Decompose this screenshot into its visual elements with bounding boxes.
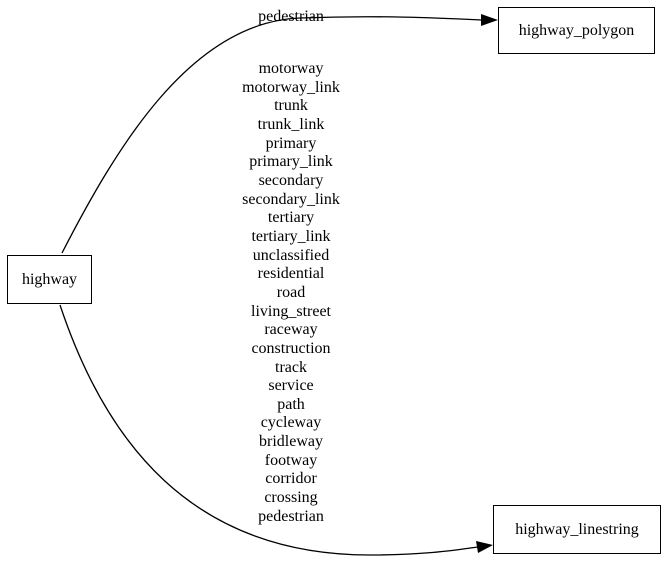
edge-label-item: tertiary	[267, 209, 315, 227]
node-label: highway	[21, 270, 78, 288]
edge-label-item: path	[277, 395, 305, 413]
edge-label-item: pedestrian	[258, 507, 324, 525]
edge-label-item: bridleway	[259, 433, 323, 451]
arrowhead-polygon	[481, 14, 498, 26]
edge-label-item: raceway	[264, 321, 318, 339]
edge-label-item: residential	[257, 265, 325, 283]
edge-label-item: secondary	[258, 171, 324, 189]
node-highway-polygon[interactable]: highway_polygon	[498, 7, 655, 54]
edge-label-item: primary	[265, 134, 317, 152]
edge-highway-to-linestring	[59, 304, 479, 556]
node-highway[interactable]: highway	[7, 255, 92, 304]
arrowhead-linestring	[476, 541, 493, 553]
edge-label-item: motorway	[258, 60, 324, 77]
edge-label-item: motorway_link	[242, 78, 340, 96]
edge-label-item: unclassified	[252, 246, 330, 264]
edge-label-item: primary_link	[249, 153, 333, 171]
node-label: highway_linestring	[515, 520, 639, 538]
edge-label-item: pedestrian	[258, 8, 324, 25]
edge-label-item: trunk	[274, 97, 308, 115]
edge-label-item: secondary_link	[242, 190, 340, 208]
edge-label-item: cycleway	[260, 414, 322, 432]
edge-label-polygon: pedestrian	[191, 8, 391, 27]
node-highway-linestring[interactable]: highway_linestring	[493, 505, 661, 554]
edge-label-linestring: motorway motorway_link trunk trunk_link prim…	[191, 60, 391, 526]
edge-label-item: tertiary_link	[251, 227, 331, 245]
edge-label-item: track	[275, 358, 307, 376]
edge-label-item: service	[268, 377, 314, 395]
edge-label-item: living_street	[251, 302, 331, 320]
edge-highway-to-polygon	[61, 16, 483, 254]
edge-label-item: construction	[251, 339, 331, 357]
edge-label-item: trunk_link	[257, 115, 325, 133]
node-label: highway_polygon	[518, 21, 635, 39]
edge-label-item: corridor	[265, 470, 317, 488]
edge-label-item: road	[276, 283, 306, 301]
edge-label-item: footway	[264, 451, 318, 469]
edge-label-item: crossing	[264, 489, 318, 507]
